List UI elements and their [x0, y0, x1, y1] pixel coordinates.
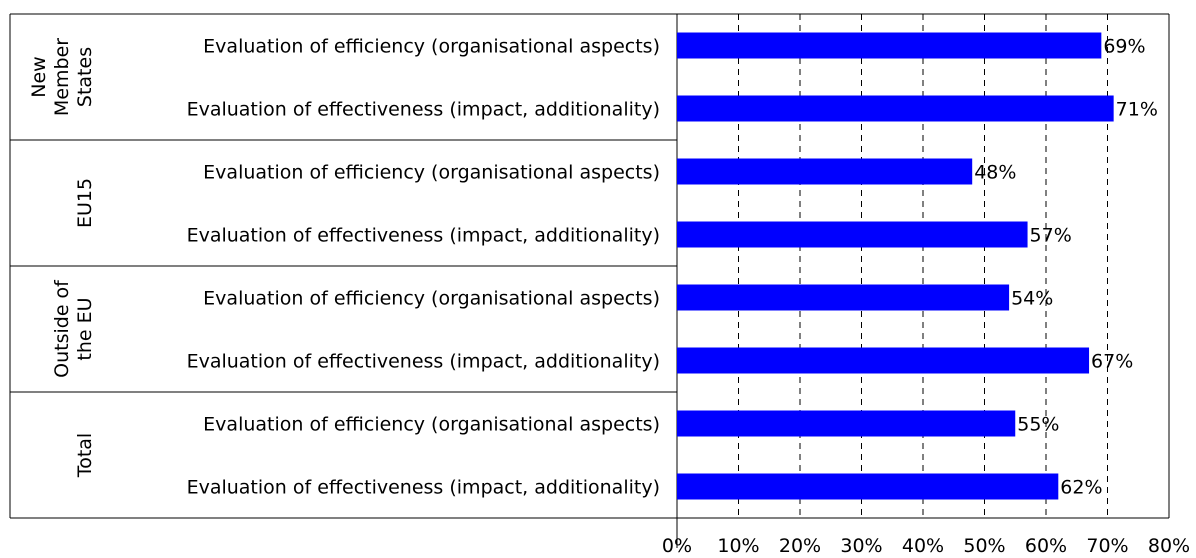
bar	[677, 95, 1114, 122]
group-label: New	[28, 56, 50, 97]
value-label: 67%	[1091, 351, 1133, 373]
x-tick-label: 30%	[840, 535, 882, 557]
category-label: Evaluation of efficiency (organisational…	[203, 36, 660, 58]
value-label: 48%	[974, 162, 1016, 184]
x-tick-label: 60%	[1025, 535, 1067, 557]
category-label: Evaluation of effectiveness (impact, add…	[187, 351, 660, 373]
group-label: States	[74, 47, 96, 107]
bar	[677, 410, 1016, 437]
value-label: 55%	[1017, 414, 1059, 436]
value-label: 57%	[1030, 225, 1072, 247]
category-label: Evaluation of efficiency (organisational…	[203, 162, 660, 184]
group-label: Outside of	[51, 279, 73, 378]
group-label: EU15	[74, 178, 96, 228]
value-label: 71%	[1116, 99, 1158, 121]
category-label: Evaluation of efficiency (organisational…	[203, 414, 660, 436]
category-label: Evaluation of effectiveness (impact, add…	[187, 477, 660, 499]
x-tick-label: 70%	[1086, 535, 1128, 557]
group-label: Total	[74, 433, 96, 478]
x-tick-label: 20%	[779, 535, 821, 557]
category-label: Evaluation of effectiveness (impact, add…	[187, 99, 660, 121]
x-tick-label: 10%	[717, 535, 759, 557]
x-tick-label: 80%	[1148, 535, 1190, 557]
value-label: 62%	[1060, 477, 1102, 499]
bar	[677, 347, 1090, 374]
category-label: Evaluation of effectiveness (impact, add…	[187, 225, 660, 247]
value-label: 54%	[1011, 288, 1053, 310]
category-label: Evaluation of efficiency (organisational…	[203, 288, 660, 310]
bar	[677, 158, 973, 185]
group-label: Member	[51, 38, 73, 116]
bar	[677, 32, 1102, 59]
bar	[677, 221, 1028, 248]
bar	[677, 473, 1059, 500]
value-label: 69%	[1103, 36, 1145, 58]
group-label: the EU	[74, 297, 96, 360]
bar	[677, 284, 1010, 311]
x-tick-label: 40%	[902, 535, 944, 557]
x-tick-label: 50%	[963, 535, 1005, 557]
